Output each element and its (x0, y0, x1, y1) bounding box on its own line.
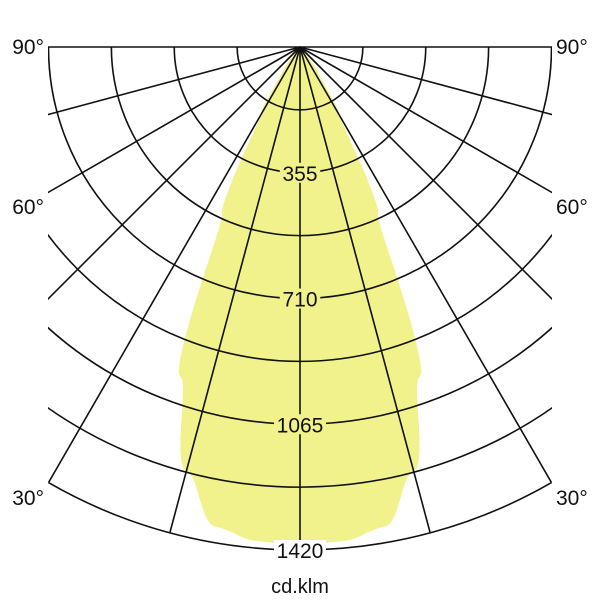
radial-tick-label: 710 (282, 289, 317, 312)
angle-label: 90° (556, 36, 588, 59)
tick-label-background (279, 288, 321, 309)
tick-label-background (274, 540, 326, 560)
radial-tick-label: 355 (282, 163, 317, 186)
grid-radial-line (299, 46, 431, 534)
unit-label: cd.klm (271, 576, 329, 598)
radial-tick-label: 1420 (277, 540, 324, 563)
angle-label: 30° (12, 487, 44, 510)
tick-label-background (279, 162, 321, 183)
angle-label: 60° (12, 196, 44, 219)
tick-label-background (274, 414, 326, 435)
polar-grid (48, 46, 552, 551)
grid-radial-line (48, 46, 301, 116)
grid-radial-line (299, 46, 552, 484)
radial-tick-label: 1065 (277, 414, 324, 437)
grid-radial-line (48, 46, 301, 194)
grid-radial-line (48, 46, 301, 301)
grid-radial-line (299, 46, 552, 116)
angle-label: 30° (556, 487, 588, 510)
label-layer: 355 710 1065 1420 90° 90° 60° 60° 30° 30° (12, 36, 588, 563)
angle-label: 60° (556, 196, 588, 219)
grid-radial-line (299, 46, 552, 194)
angle-label: 90° (12, 36, 44, 59)
grid-radial-line (299, 46, 552, 301)
grid-radial-line (169, 46, 301, 534)
grid-radial-line (48, 46, 301, 484)
